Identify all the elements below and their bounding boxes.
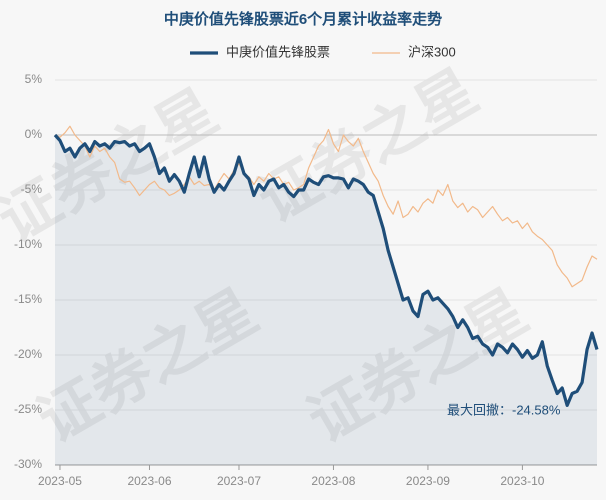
x-tick-label: 2023-09 xyxy=(406,474,450,488)
x-tick-label: 2023-10 xyxy=(500,474,544,488)
x-tick-label: 2023-05 xyxy=(38,474,82,488)
x-tick-label: 2023-07 xyxy=(217,474,261,488)
y-tick-label: -15% xyxy=(14,292,42,306)
y-tick-label: -5% xyxy=(21,182,43,196)
legend-label: 沪深300 xyxy=(408,44,456,59)
y-tick-label: -30% xyxy=(14,457,42,471)
y-tick-label: -10% xyxy=(14,237,42,251)
area-fill xyxy=(55,135,597,465)
series-line xyxy=(54,125,598,288)
y-tick-label: -25% xyxy=(14,402,42,416)
annotation: 最大回撤：-24.58% xyxy=(447,402,561,417)
y-tick-label: 0% xyxy=(25,127,43,141)
chart-title: 中庚价值先锋股票近6个月累计收益率走势 xyxy=(164,10,442,28)
x-tick-label: 2023-06 xyxy=(127,474,171,488)
y-tick-label: -20% xyxy=(14,347,42,361)
legend-label: 中庚价值先锋股票 xyxy=(226,44,330,59)
y-tick-label: 5% xyxy=(25,72,43,86)
series-line xyxy=(53,133,599,407)
x-tick-label: 2023-08 xyxy=(311,474,355,488)
